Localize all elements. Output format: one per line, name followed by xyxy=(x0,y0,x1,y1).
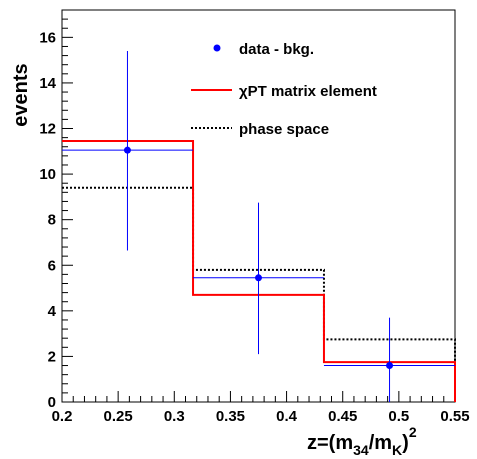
phase-space-line xyxy=(62,186,456,402)
legend: data - bkg. χPT matrix element phase spa… xyxy=(191,41,377,138)
y-tick-label: 8 xyxy=(48,212,56,229)
legend-data-marker xyxy=(213,44,221,52)
x-label-close: ) xyxy=(402,432,409,454)
x-label-mid: /m xyxy=(369,432,392,454)
chipt-histogram xyxy=(62,140,456,402)
x-tick-label: 0.2 xyxy=(52,408,73,425)
legend-chipt-label: χPT matrix element xyxy=(239,83,377,100)
y-tick-label: 6 xyxy=(48,257,56,274)
y-tick-label: 10 xyxy=(39,166,56,183)
y-axis-ticks: 0 2 4 6 8 10 12 14 16 xyxy=(39,18,73,411)
y-tick-label: 2 xyxy=(48,348,56,365)
data-point xyxy=(255,274,262,282)
phase-space-histogram xyxy=(62,186,456,402)
y-tick-label: 16 xyxy=(39,29,56,46)
x-label-sub2: K xyxy=(392,442,402,458)
data-point xyxy=(386,362,394,370)
data-point xyxy=(123,146,131,154)
data-points xyxy=(62,51,455,402)
x-tick-label: 0.4 xyxy=(276,408,298,425)
x-tick-label: 0.35 xyxy=(216,408,245,425)
x-axis-label: z=(m34/mK)2 xyxy=(307,424,417,458)
x-label-sup: 2 xyxy=(409,424,417,440)
y-axis-label: events xyxy=(10,63,32,126)
x-tick-label: 0.5 xyxy=(388,408,409,425)
y-tick-label: 0 xyxy=(48,394,56,411)
legend-data-label: data - bkg. xyxy=(239,41,314,58)
y-tick-label: 4 xyxy=(48,303,57,320)
chipt-line xyxy=(62,140,456,402)
x-tick-label: 0.3 xyxy=(164,408,185,425)
legend-phase-label: phase space xyxy=(239,121,329,138)
x-tick-label: 0.55 xyxy=(440,408,469,425)
x-tick-label: 0.45 xyxy=(328,408,357,425)
x-axis-ticks: 0.2 0.25 0.3 0.35 0.4 0.45 0.5 0.55 xyxy=(52,391,470,425)
y-tick-label: 12 xyxy=(39,121,56,138)
y-tick-label: 14 xyxy=(39,75,56,92)
x-tick-label: 0.25 xyxy=(104,408,133,425)
x-label-base: z=(m xyxy=(307,432,353,454)
x-label-sub1: 34 xyxy=(353,442,369,458)
plot-frame xyxy=(61,9,456,403)
